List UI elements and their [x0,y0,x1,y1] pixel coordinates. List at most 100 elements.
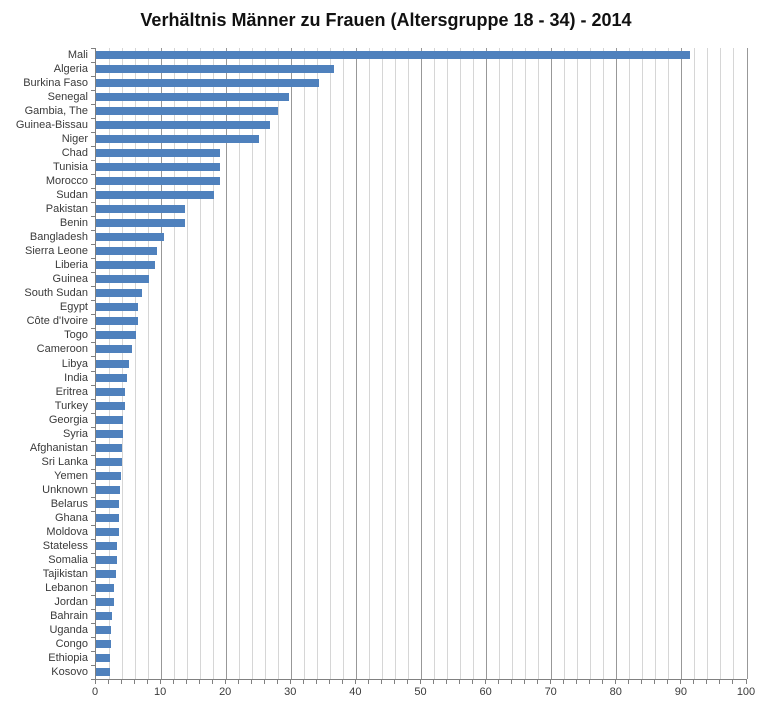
x-axis-tick-major [745,680,747,684]
bar-congo [96,640,111,648]
y-axis-label-moldova: Moldova [46,526,88,538]
y-axis-label-tunisia: Tunisia [52,161,88,173]
y-axis-tick [91,399,95,400]
bar-c-te-d-ivoire [96,317,139,325]
y-axis-tick [91,202,95,203]
y-axis-label-jordan: Jordan [54,596,88,608]
bar-afghanistan [96,444,123,452]
x-axis-tick-major [615,680,617,684]
x-axis-tick-major [485,680,487,684]
y-axis-label-bahrain: Bahrain [50,610,88,622]
gridline-minor [499,48,501,679]
x-axis-tick-major [94,680,96,684]
y-axis-label-uganda: Uganda [49,624,88,636]
bar-sierra-leone [96,247,158,255]
y-axis-tick [91,314,95,315]
y-axis-label-south-sudan: South Sudan [24,287,88,299]
bar-belarus [96,500,120,508]
x-axis-tick-minor [706,680,708,684]
y-axis-tick [91,427,95,428]
x-axis-tick-minor [133,680,135,684]
y-axis-tick [91,483,95,484]
y-axis-tick [91,455,95,456]
x-axis-label-30: 30 [284,686,297,698]
y-axis-labels: Mali Algeria Burkina Faso Senegal Gambia, Th… [0,48,88,679]
x-axis-label-0: 0 [91,686,99,698]
y-axis-label-georgia: Georgia [48,414,88,426]
y-axis-label-syria: Syria [62,428,88,440]
y-axis-tick [91,258,95,259]
y-axis-tick [91,188,95,189]
bar-mali [96,51,690,59]
x-axis-tick-minor [107,680,109,684]
gridline-major [290,48,292,679]
bar-benin [96,219,185,227]
gridline-minor [538,48,540,679]
y-axis-tick [91,581,95,582]
gridline-minor [473,48,475,679]
x-axis-tick-major [420,680,421,684]
y-axis-tick [91,160,95,161]
bar-ghana [96,514,119,522]
x-axis-tick-minor [198,680,200,684]
x-axis-tick-minor [263,680,265,684]
gridline-minor [316,48,318,679]
x-axis-label-40: 40 [349,686,362,698]
x-axis-label-20: 20 [219,686,232,698]
gridline-major [681,48,683,679]
bar-sri-lanka [96,458,123,466]
gridline-minor [303,48,305,679]
gridline-minor [264,48,266,679]
x-axis-tick-minor [511,680,513,684]
gridline-minor [186,48,188,679]
gridlines-layer [96,48,748,679]
bars-layer [96,48,747,679]
y-axis-tick [91,48,95,49]
x-axis-tick-minor [667,680,669,684]
gridline-major [355,48,357,679]
y-axis-tick [91,497,95,498]
gridline-minor [134,48,136,679]
x-axis-ticks [94,680,747,685]
y-axis-tick [91,441,95,442]
y-axis-tick [91,651,95,652]
gridline-minor [238,48,240,679]
y-axis-label-guinea: Guinea [52,273,88,285]
gridline-minor [199,48,201,679]
bar-ethiopia [96,654,111,662]
gridline-minor [707,48,709,679]
bar-bahrain [96,612,112,620]
gridline-minor [173,48,175,679]
y-axis-label-bangladesh: Bangladesh [29,231,88,243]
y-axis-label-belarus: Belarus [50,498,88,510]
gridline-minor [590,48,592,679]
y-axis-label-lebanon: Lebanon [45,582,88,594]
x-axis-tick-minor [120,680,122,684]
x-axis-tick-minor [446,680,448,684]
y-axis-tick [91,76,95,77]
gridline-minor [329,48,331,679]
gridline-major [421,48,422,679]
bar-lebanon [96,584,115,592]
x-axis-label-80: 80 [609,686,622,698]
plot-area [95,48,748,680]
y-axis-label-tajikistan: Tajikistan [42,568,88,580]
y-axis-label-sierra-leone: Sierra Leone [25,245,88,257]
y-axis-tick [91,328,95,329]
bar-algeria [96,65,335,73]
y-axis-label-guinea-bissau: Guinea-Bissau [15,119,88,131]
gridline-minor [368,48,370,679]
bar-liberia [96,261,156,269]
gridline-minor [342,48,344,679]
bar-guinea [96,275,149,283]
y-axis-label-mali: Mali [67,49,88,61]
y-axis-tick [91,623,95,624]
x-axis-tick-minor [719,680,721,684]
gridline-minor [733,48,735,679]
y-axis-label-india: India [64,372,88,384]
x-axis-tick-minor [393,680,395,684]
gridline-minor [577,48,579,679]
gridline-minor [381,48,383,679]
y-axis-label-algeria: Algeria [53,63,88,75]
bar-tunisia [96,163,221,171]
